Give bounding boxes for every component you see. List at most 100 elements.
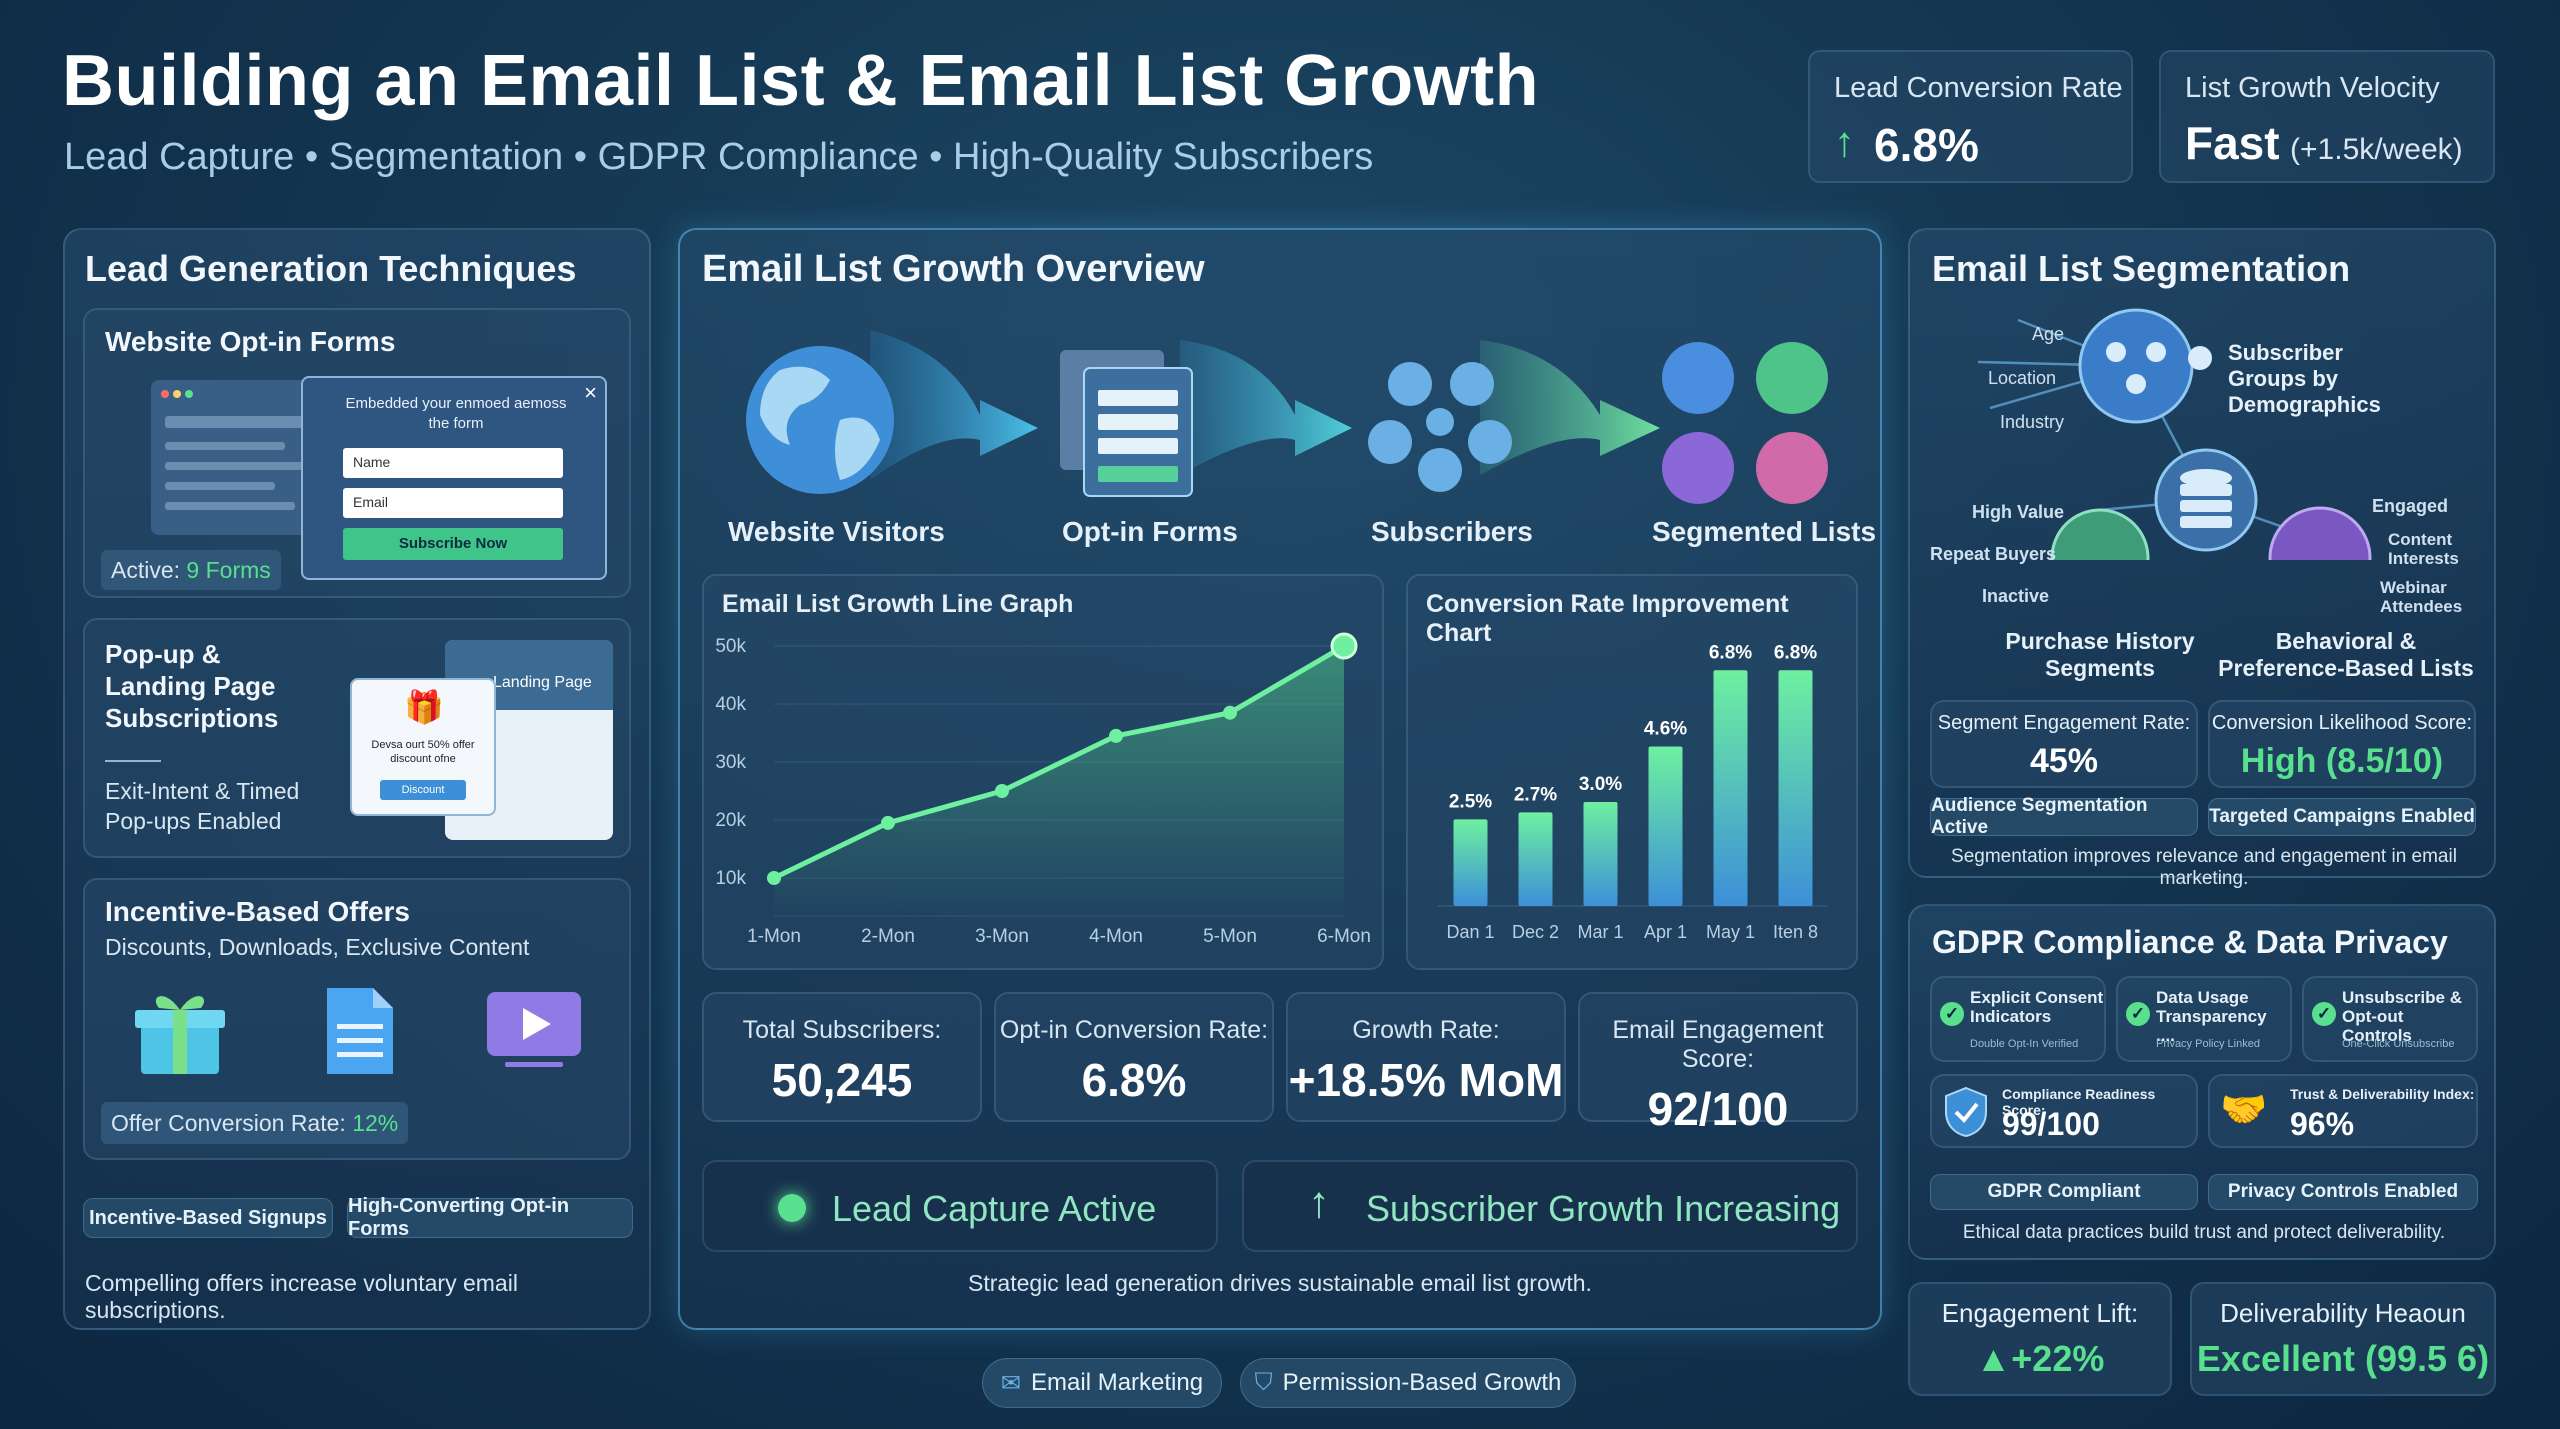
page-title: Building an Email List & Email List Grow…	[62, 41, 1540, 121]
gdpr-item-title: Explicit Consent Indicators	[1970, 988, 2104, 1026]
bar	[1648, 746, 1683, 906]
x-tick-label: 4-Mon	[1089, 926, 1143, 947]
line-chart-title: Email List Growth Line Graph	[722, 590, 1074, 618]
growth-series-line	[772, 643, 1346, 881]
subscribe-button[interactable]: Subscribe Now	[343, 528, 563, 560]
tag-audience-segmentation: Audience Segmentation Active	[1930, 795, 2198, 838]
popup-title-text: Pop-up & Landing Page Subscriptions	[105, 639, 279, 733]
page-subtitle: Lead Capture • Segmentation • GDPR Compl…	[64, 136, 1374, 178]
line-area	[774, 646, 1344, 916]
segmented-lists-icon	[1662, 342, 1828, 504]
document-icon	[327, 988, 393, 1074]
metric-value: 92/100	[1647, 1083, 1789, 1135]
popup-title: Embedded your enmoed aemoss the form	[345, 395, 567, 432]
lgv-label: List Growth Velocity	[2185, 72, 2440, 104]
incentive-title: Incentive-Based Offers	[105, 896, 410, 927]
optin-title: Website Opt-in Forms	[105, 326, 396, 357]
ser-label: Segment Engagement Rate:	[1937, 712, 2191, 734]
gdpr-footer: Ethical data practices build trust and p…	[1962, 1222, 2446, 1243]
x-tick-label: 1-Mon	[747, 926, 801, 947]
popup-landing-card: Pop-up & Landing Page Subscriptions Exit…	[83, 618, 631, 858]
tag-targeted-campaigns: Targeted Campaigns Enabled	[2208, 798, 2476, 836]
tag-incentive-signups: Incentive-Based Signups	[83, 1198, 333, 1238]
status-subscriber-growth-label: Subscriber Growth Increasing	[1366, 1188, 1841, 1229]
x-tick-label: 6-Mon	[1317, 926, 1371, 947]
bar-value-label: 6.8%	[1774, 642, 1817, 663]
flow-label-optin: Opt-in Forms	[1062, 516, 1238, 547]
engagement-lift-card: Engagement Lift: ▲+22%	[1908, 1282, 2172, 1396]
offer-text: Devsa ourt 50% offer discount ofne	[371, 739, 475, 765]
discount-popup[interactable]: 🎁 Devsa ourt 50% offer discount ofne Dis…	[350, 678, 496, 816]
bar-chart-title: Conversion Rate Improvement Chart	[1426, 590, 1789, 647]
y-tick-label: 40k	[715, 694, 746, 715]
overview-title: Email List Growth Overview	[702, 248, 1205, 290]
gift-box-icon	[135, 996, 225, 1074]
landing-page-label: Landing Page	[493, 674, 592, 691]
up-arrow-icon: ↑	[1834, 118, 1855, 165]
lgv-value-row: Fast (+1.5k/week)	[2185, 116, 2463, 170]
demo-tag-age: Age	[2032, 324, 2065, 344]
data-point	[767, 871, 781, 885]
behav-tag-webinar: Webinar Attendees	[2380, 578, 2463, 616]
discount-button[interactable]: Discount	[380, 780, 466, 800]
behavioral-node	[2268, 506, 2372, 560]
metric-value: 6.8%	[1081, 1054, 1187, 1106]
gdpr-item-consent: ✓ Explicit Consent Indicators Double Opt…	[1930, 976, 2106, 1062]
triangle-up-icon: ▲	[1975, 1338, 2012, 1379]
optin-popup-form[interactable]: × Embedded your enmoed aemoss the form N…	[301, 376, 607, 580]
metric-total-subscribers: Total Subscribers: 50,245	[702, 992, 982, 1122]
flow-arrow-2	[1180, 340, 1352, 475]
segmentation-network	[1977, 308, 2372, 560]
metric-engagement-score: Email Engagement Score: 92/100	[1578, 992, 1858, 1135]
bar-value-label: 2.5%	[1449, 791, 1492, 812]
tag-high-converting-optin: High-Converting Opt-in Forms	[347, 1195, 633, 1240]
lcr-label: Lead Conversion Rate	[1834, 72, 2123, 104]
lead-conversion-rate-card: Lead Conversion Rate ↑ 6.8%	[1808, 50, 2133, 183]
behav-tag-engaged: Engaged	[2372, 496, 2449, 516]
demo-label: Subscriber Groups by Demographics	[2228, 340, 2381, 417]
cls-label: Conversion Likelihood Score:	[2211, 712, 2473, 734]
active-dot-icon	[778, 1194, 806, 1222]
lgv-note: (+1.5k/week)	[2290, 133, 2463, 166]
metric-label: Opt-in Conversion Rate:	[999, 1016, 1269, 1044]
name-field[interactable]: Name	[343, 448, 563, 478]
line-chart-card: Email List Growth Line Graph 50k 40k 30k 20…	[702, 574, 1384, 970]
gdpr-item-title: Unsubscribe & Opt-out Controls	[2342, 988, 2462, 1045]
data-point	[995, 784, 1009, 798]
data-point	[1109, 728, 1123, 743]
demo-tag-industry: Industry	[2000, 412, 2065, 432]
gdpr-item-transparency: ✓ Data Usage Transparency .... Privacy P…	[2116, 976, 2292, 1062]
status-lead-capture: Lead Capture Active	[702, 1160, 1218, 1252]
metric-value: 50,245	[771, 1054, 913, 1106]
tag-privacy-controls: Privacy Controls Enabled	[2208, 1174, 2478, 1210]
purchase-tag-repeat-buyers: Repeat Buyers	[1930, 544, 2057, 564]
status-lead-capture-label: Lead Capture Active	[832, 1188, 1157, 1229]
purchase-label: Purchase History Segments	[2005, 628, 2195, 681]
offer-conv-value: 12%	[352, 1110, 399, 1136]
x-tick-label: May 1	[1706, 922, 1755, 942]
el-label: Engagement Lift:	[1941, 1298, 2139, 1328]
y-tick-label: 50k	[715, 636, 746, 657]
bar	[1778, 670, 1813, 906]
x-tick-label: Iten 8	[1773, 922, 1818, 942]
compliance-readiness-card: Compliance Readiness Score: 99/100	[1930, 1074, 2198, 1148]
behav-tag-content-interests: Content Interests	[2388, 530, 2459, 568]
offer-conversion-badge: Offer Conversion Rate: 12%	[101, 1102, 409, 1144]
purchase-tag-high-value: High Value	[1972, 502, 2065, 522]
active-label: Active:	[111, 557, 181, 583]
metric-optin-conversion-kv: Opt-in Conversion Rate: 6.8%	[996, 1016, 1272, 1107]
shield-icon: ⛉	[1254, 1369, 1273, 1396]
video-play-icon	[487, 992, 581, 1067]
footer-tag-label: Email Marketing	[1031, 1369, 1204, 1396]
dh-value: Excellent (99.5 6)	[2196, 1338, 2490, 1379]
ser-value: 45%	[2029, 742, 2099, 780]
close-icon[interactable]: ×	[584, 380, 597, 405]
metric-growth-rate-kv: Growth Rate: +18.5% MoM	[1288, 1016, 1564, 1107]
data-point	[1223, 705, 1237, 720]
segment-engagement-card: Segment Engagement Rate: 45%	[1930, 700, 2198, 788]
up-arrow-icon: ↑	[1308, 1178, 1330, 1227]
tag-gdpr-compliant: GDPR Compliant	[1930, 1174, 2198, 1210]
email-field[interactable]: Email	[343, 488, 563, 518]
flow-label-subscribers: Subscribers	[1371, 516, 1533, 547]
flow-label-segmented: Segmented Lists	[1652, 516, 1877, 547]
